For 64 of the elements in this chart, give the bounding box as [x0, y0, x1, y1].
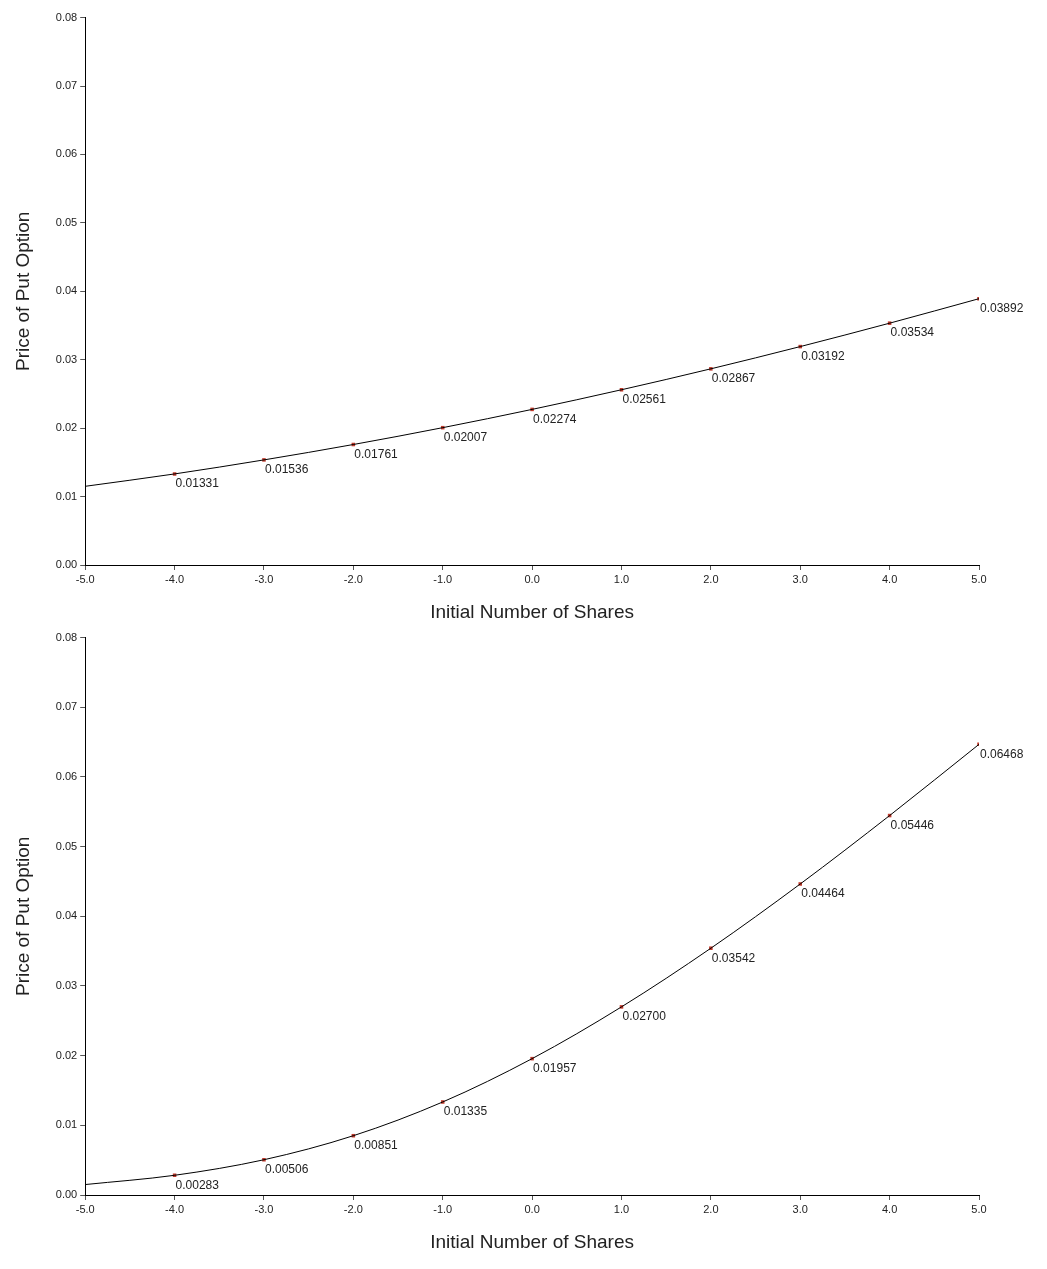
- x-tick-label: 4.0: [881, 572, 898, 585]
- y-tick-label: 0.03: [55, 352, 78, 365]
- x-tick-label: -5.0: [75, 572, 95, 585]
- y-axis-title: Price of Put Option: [11, 836, 33, 997]
- data-label: 0.00283: [175, 1177, 220, 1192]
- x-tick-label: 1.0: [613, 1202, 630, 1215]
- y-tick-label: 0.07: [55, 700, 78, 713]
- data-label: 0.01957: [533, 1060, 577, 1075]
- x-tick-label: -2.0: [343, 572, 363, 585]
- data-label: 0.03534: [890, 325, 935, 340]
- data-label: 0.02561: [622, 392, 667, 407]
- y-tick-label: 0.01: [55, 1118, 78, 1131]
- x-axis-title: Initial Number of Shares: [430, 1230, 635, 1252]
- x-tick-label: -4.0: [165, 1202, 185, 1215]
- y-tick-label: 0.05: [55, 839, 78, 852]
- x-tick-label: 0.0: [524, 1202, 540, 1215]
- x-tick-label: 0.0: [524, 572, 540, 585]
- x-tick-label: 5.0: [971, 1202, 987, 1215]
- data-label: 0.03892: [980, 301, 1024, 315]
- data-label: 0.03542: [711, 950, 756, 965]
- x-tick-label: 3.0: [792, 572, 808, 585]
- data-label: 0.01335: [443, 1104, 488, 1119]
- data-label: 0.01536: [264, 462, 309, 477]
- x-tick-label: -5.0: [75, 1202, 95, 1215]
- y-tick-label: 0.01: [55, 489, 78, 502]
- y-tick-label: 0.04: [55, 284, 78, 297]
- x-axis-title: Initial Number of Shares: [430, 600, 635, 622]
- x-tick-label: -1.0: [433, 1202, 453, 1215]
- data-label: 0.06468: [980, 746, 1024, 761]
- y-tick-label: 0.03: [55, 979, 78, 992]
- data-label: 0.03192: [801, 348, 845, 363]
- y-tick-label: 0.00: [55, 1188, 78, 1201]
- y-tick-label: 0.04: [55, 909, 78, 922]
- y-tick-label: 0.07: [55, 79, 78, 92]
- y-tick-label: 0.02: [55, 421, 78, 434]
- x-tick-label: 2.0: [703, 572, 719, 585]
- data-label: 0.04464: [801, 886, 845, 901]
- data-label: 0.00851: [354, 1138, 399, 1153]
- data-label: 0.00506: [264, 1162, 309, 1177]
- x-tick-label: -3.0: [254, 1202, 274, 1215]
- y-tick-label: 0.00: [55, 558, 78, 571]
- data-label: 0.02867: [711, 371, 756, 386]
- data-label: 0.02274: [533, 411, 577, 426]
- y-tick-label: 0.06: [55, 147, 78, 160]
- data-label: 0.05446: [890, 817, 935, 832]
- x-tick-label: 1.0: [613, 572, 630, 585]
- data-label: 0.01761: [354, 446, 399, 461]
- x-tick-label: 2.0: [703, 1202, 719, 1215]
- y-tick-label: 0.05: [55, 215, 78, 228]
- data-label: 0.02007: [443, 429, 488, 444]
- y-tick-label: 0.02: [55, 1048, 78, 1061]
- x-tick-label: -2.0: [343, 1202, 363, 1215]
- data-label: 0.01331: [175, 476, 220, 491]
- x-tick-label: -1.0: [433, 572, 453, 585]
- y-tick-label: 0.08: [55, 10, 78, 23]
- y-axis-title: Price of Put Option: [11, 211, 33, 372]
- x-tick-label: 4.0: [881, 1202, 898, 1215]
- x-tick-label: -4.0: [165, 572, 185, 585]
- data-label: 0.02700: [622, 1009, 667, 1024]
- y-tick-label: 0.08: [55, 630, 78, 643]
- x-tick-label: 5.0: [971, 572, 987, 585]
- x-tick-label: -3.0: [254, 572, 274, 585]
- y-tick-label: 0.06: [55, 769, 78, 782]
- x-tick-label: 3.0: [792, 1202, 808, 1215]
